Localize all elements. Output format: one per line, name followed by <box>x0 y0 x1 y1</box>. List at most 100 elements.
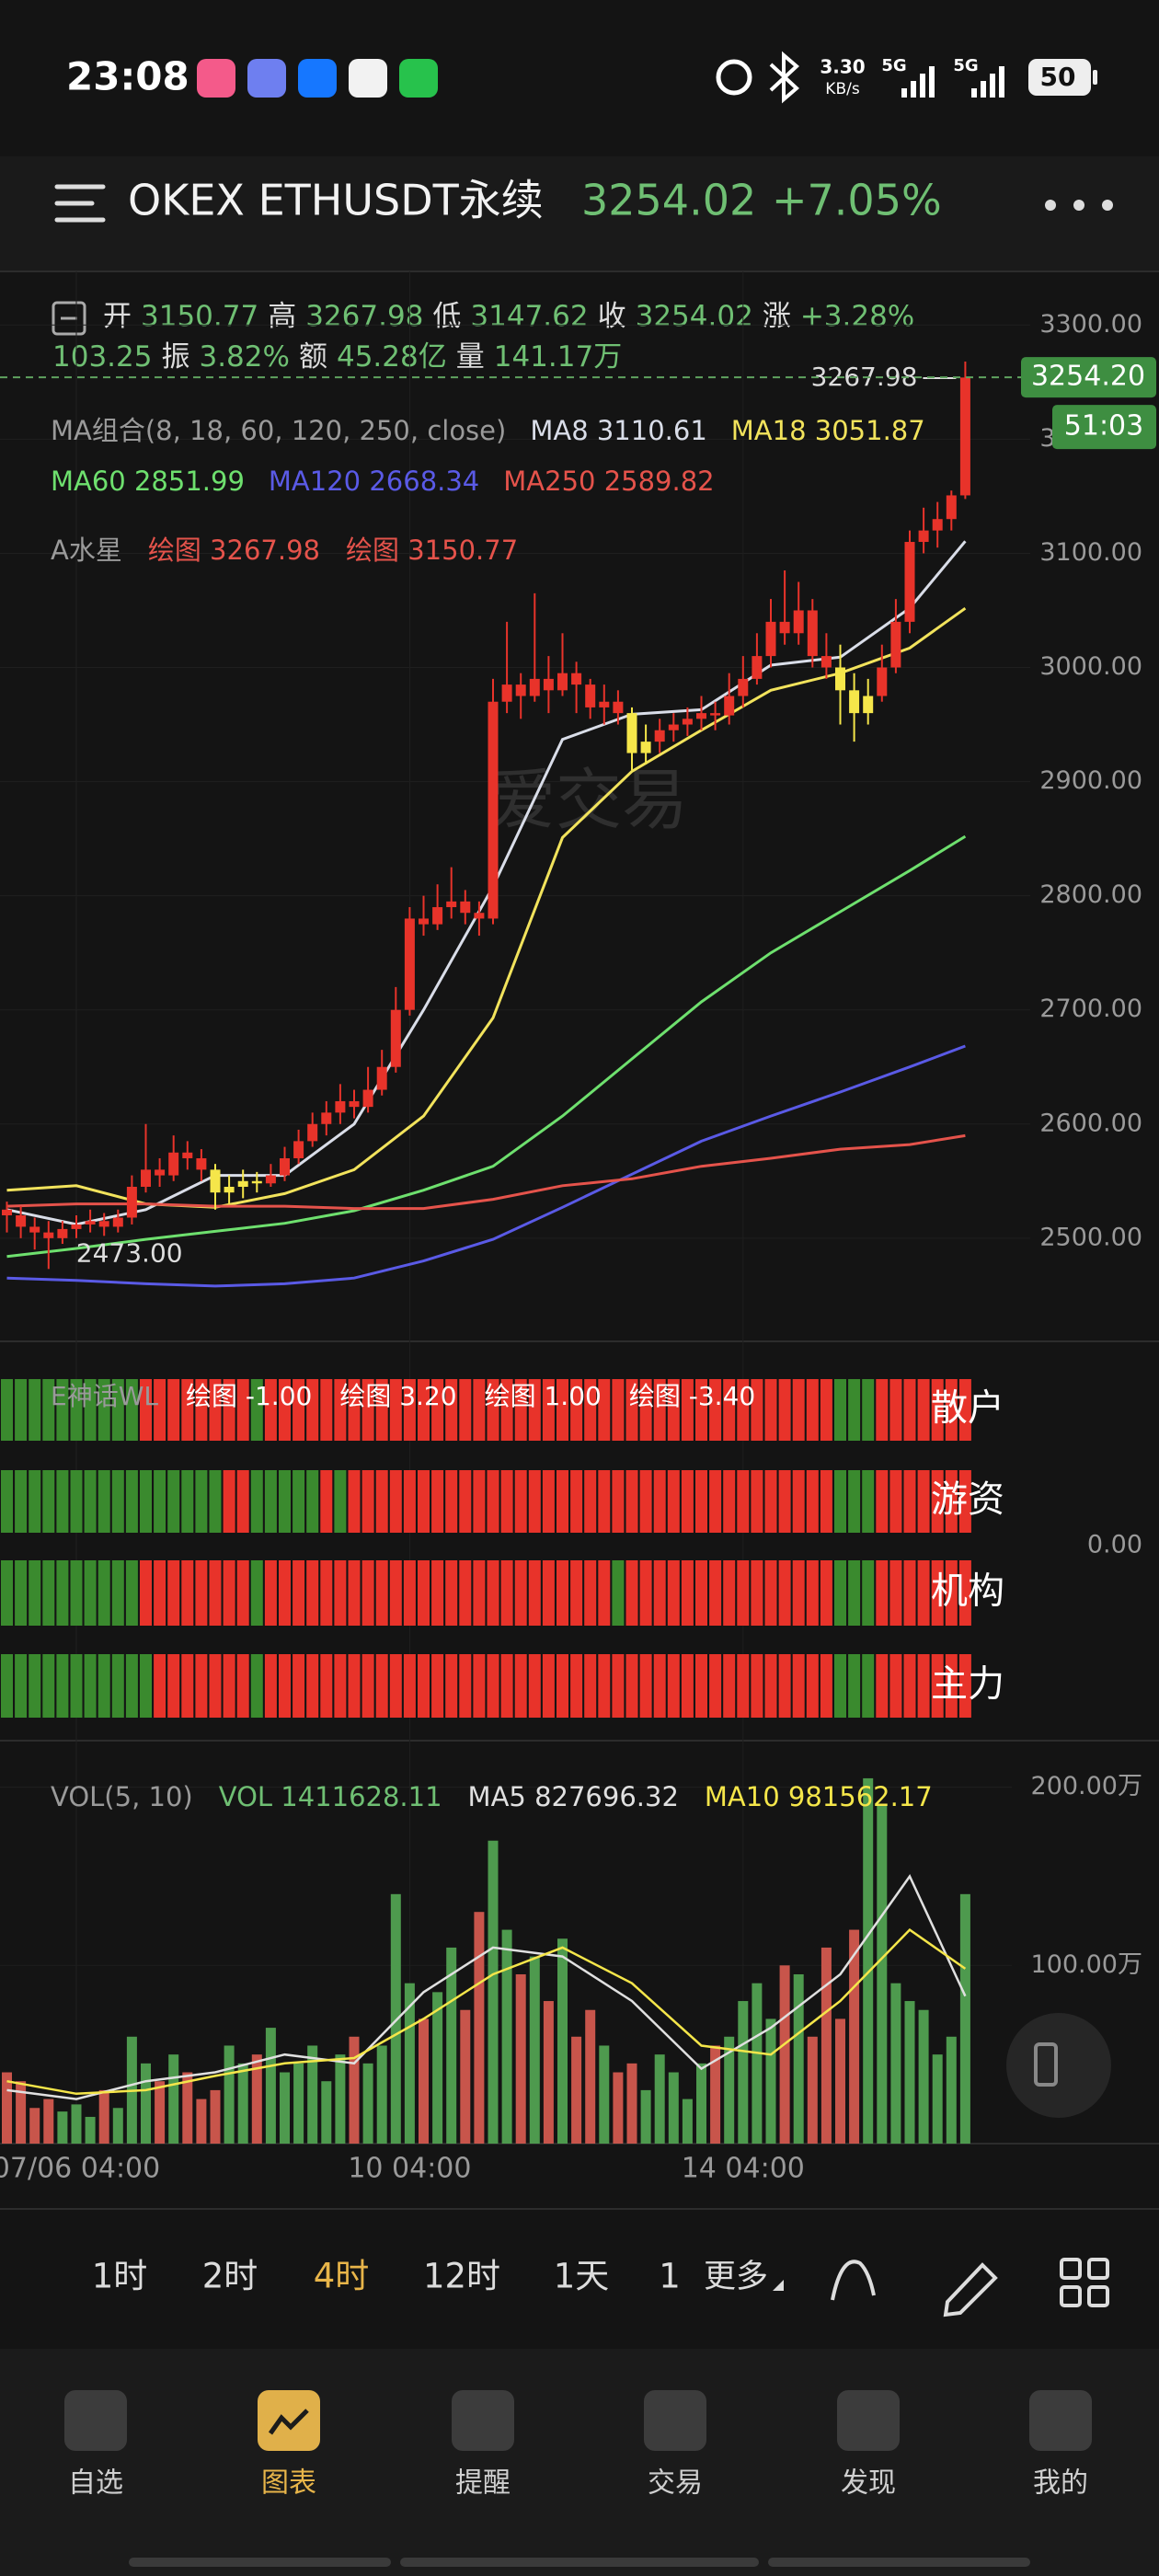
indicator-bar <box>751 1560 763 1626</box>
x-tick-label: 10 04:00 <box>348 2153 471 2185</box>
volume-bar <box>349 2036 360 2144</box>
volume-bar <box>112 2108 123 2144</box>
candle-body <box>196 1157 207 1170</box>
indicator-bar <box>195 1470 208 1533</box>
app-icon <box>399 59 438 98</box>
y-tick-label: 2900.00 <box>1039 766 1142 795</box>
indicator-bar <box>375 1654 388 1718</box>
text-part: 收 <box>598 300 626 333</box>
indicator-bar <box>903 1379 916 1441</box>
candle-body <box>141 1169 151 1187</box>
nav-tab[interactable]: 交易 <box>648 2467 703 2500</box>
indicator-bar <box>639 1470 652 1533</box>
text-part: MA18 3051.87 <box>731 415 925 446</box>
indicator-bar <box>445 1379 458 1441</box>
indicator-bar <box>876 1654 889 1718</box>
candle-body <box>543 678 554 691</box>
indicator-bar <box>334 1379 347 1441</box>
candle-body <box>265 1175 276 1184</box>
nav-tab[interactable]: 发现 <box>841 2467 896 2500</box>
indicator-bar <box>778 1379 791 1441</box>
clock: 23:08 <box>66 54 189 99</box>
home-bar <box>768 2558 1030 2567</box>
indicator-bar <box>264 1470 277 1533</box>
volume-bar <box>501 1929 512 2144</box>
volume-bar <box>57 2111 68 2144</box>
indicator-bar <box>98 1379 110 1441</box>
volume-bar <box>752 1983 763 2144</box>
indicator-bar <box>167 1654 180 1718</box>
indicator-bar <box>98 1560 110 1626</box>
indicator-bar <box>236 1560 249 1626</box>
volume-bar <box>904 2001 915 2144</box>
timeframe-tab[interactable]: 2时 <box>202 2257 258 2296</box>
indicator-bar <box>820 1379 832 1441</box>
text-part: 开 <box>103 300 132 333</box>
timeframe-tab[interactable]: 4时 <box>314 2257 370 2296</box>
indicator-bar <box>737 1379 750 1441</box>
candle-body <box>877 667 888 696</box>
home-indicator <box>129 2558 1030 2567</box>
volume-bar <box>571 2036 582 2144</box>
candle-body <box>738 678 749 696</box>
volume-bar <box>168 2054 179 2144</box>
more-button[interactable] <box>1045 200 1113 211</box>
indicator-bar <box>806 1470 819 1533</box>
indicator-bar <box>181 1379 194 1441</box>
timeframe-tab[interactable]: 12时 <box>423 2257 500 2296</box>
indicator-bar <box>737 1470 750 1533</box>
volume-bar <box>488 1840 499 2144</box>
timeframe-tab[interactable]: 1时 <box>92 2257 148 2296</box>
indicator-bar <box>111 1654 124 1718</box>
indicator-bar <box>250 1379 263 1441</box>
candle-body <box>349 1100 360 1108</box>
signal-bar <box>981 81 986 98</box>
float-button[interactable] <box>1006 2013 1111 2118</box>
timeframe-tab[interactable]: 1天 <box>554 2257 610 2296</box>
candle-body <box>904 542 915 622</box>
indicator-bar <box>598 1470 611 1533</box>
volume-bar <box>224 2045 235 2144</box>
volume-bar <box>280 2072 290 2144</box>
volume-legend: VOL(5, 10) VOL 1411628.11 MA5 827696.32 MA1… <box>51 1781 933 1812</box>
indicator-bar <box>56 1470 69 1533</box>
indicator-bar <box>667 1470 680 1533</box>
indicator-bar <box>639 1379 652 1441</box>
indicator-bar <box>70 1560 83 1626</box>
y-tick-label: 2600.00 <box>1039 1109 1142 1137</box>
candle-body <box>335 1100 346 1113</box>
candle-body <box>2 1209 12 1216</box>
indicator-bar <box>834 1654 846 1718</box>
indicator-bar <box>389 1470 402 1533</box>
collapse-box[interactable] <box>52 301 86 336</box>
nav-tab[interactable]: 图表 <box>261 2467 316 2500</box>
volume-ma-line <box>6 1874 967 2100</box>
indicator-bar <box>181 1470 194 1533</box>
last-price-tag <box>1021 357 1156 398</box>
signal-bar <box>971 88 977 98</box>
more-timeframes[interactable]: 更多 <box>704 2259 768 2295</box>
indicator-bar <box>84 1379 97 1441</box>
indicator-bar <box>42 1654 55 1718</box>
dot <box>1102 200 1113 211</box>
indicator-tool[interactable] <box>831 2260 876 2301</box>
layout-cell <box>1060 2285 1082 2307</box>
timeframe-tab[interactable]: 1 <box>659 2257 681 2296</box>
volume-bar <box>251 2054 262 2144</box>
draw-tool[interactable] <box>943 2262 998 2317</box>
indicator-bar <box>348 1654 361 1718</box>
nav-tab[interactable]: 自选 <box>68 2467 123 2500</box>
indicator-bar <box>820 1560 832 1626</box>
menu-button[interactable] <box>54 184 106 223</box>
nav-tab[interactable]: 提醒 <box>455 2467 511 2500</box>
nav-tab[interactable]: 我的 <box>1033 2467 1088 2500</box>
volume-bar <box>654 2054 665 2144</box>
candle-body <box>307 1123 318 1142</box>
indicator-bar <box>418 1379 430 1441</box>
ma-line <box>6 1044 966 1288</box>
indicator-bar <box>737 1560 750 1626</box>
candle-body <box>460 901 471 914</box>
candle-body <box>321 1112 332 1124</box>
layout-tool[interactable] <box>1060 2258 1109 2307</box>
candle-body <box>959 377 970 496</box>
